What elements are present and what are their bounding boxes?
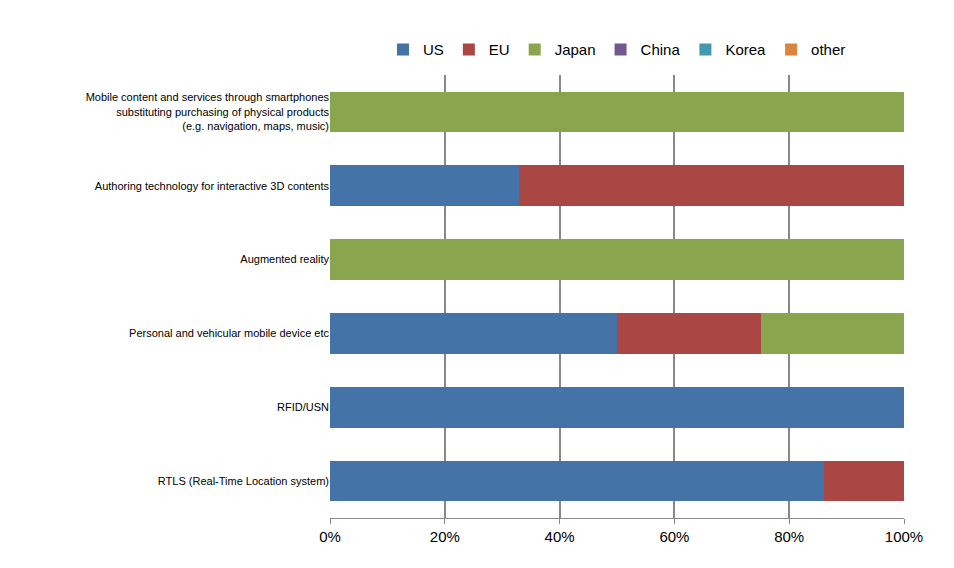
svg-text:20%: 20%	[430, 528, 460, 545]
svg-text:80%: 80%	[774, 528, 804, 545]
svg-text:RTLS (Real-Time Location syste: RTLS (Real-Time Location system)	[158, 475, 329, 487]
svg-text:other: other	[811, 41, 845, 58]
svg-text:Japan: Japan	[555, 41, 596, 58]
svg-text:EU: EU	[489, 41, 510, 58]
svg-text:US: US	[423, 41, 444, 58]
svg-text:Authoring technology for inter: Authoring technology for interactive 3D …	[95, 180, 330, 192]
svg-text:40%: 40%	[545, 528, 575, 545]
svg-text:Augmented reality: Augmented reality	[240, 253, 329, 265]
svg-text:0%: 0%	[319, 528, 341, 545]
svg-text:Korea: Korea	[725, 41, 766, 58]
svg-text:100%: 100%	[885, 528, 923, 545]
svg-text:RFID/USN: RFID/USN	[277, 401, 329, 413]
svg-text:China: China	[641, 41, 681, 58]
svg-text:60%: 60%	[659, 528, 689, 545]
svg-text:Personal and vehicular mobile: Personal and vehicular mobile device etc	[129, 327, 329, 339]
svg-text:Mobile content and services th: Mobile content and services through smar…	[86, 91, 330, 132]
